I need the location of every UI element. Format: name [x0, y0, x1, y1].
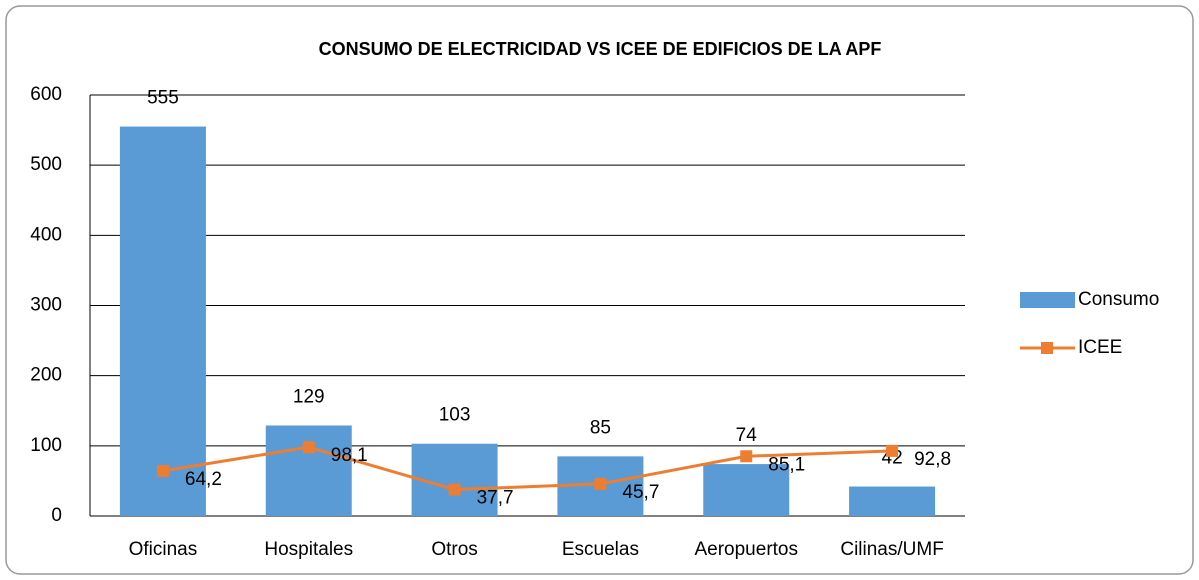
y-tick-label: 600 — [30, 84, 62, 105]
line-marker — [448, 483, 461, 496]
data-label: 74 — [736, 425, 758, 446]
line-marker — [302, 441, 315, 454]
y-tick-label: 100 — [30, 435, 62, 456]
bar — [119, 126, 206, 516]
data-label: 85,1 — [768, 454, 805, 475]
chart-title: CONSUMO DE ELECTRICIDAD VS ICEE DE EDIFI… — [319, 39, 882, 59]
data-label: 37,7 — [477, 488, 514, 509]
data-label: 64,2 — [185, 469, 222, 490]
x-tick-label: Otros — [431, 539, 477, 560]
line-marker — [740, 450, 753, 463]
y-tick-label: 0 — [51, 505, 62, 526]
y-tick-label: 400 — [30, 224, 62, 245]
bar — [265, 425, 352, 516]
line-marker — [886, 444, 899, 457]
bar — [849, 486, 936, 516]
y-tick-label: 500 — [30, 154, 62, 175]
legend-swatch — [1020, 292, 1075, 308]
data-label: 103 — [439, 405, 471, 426]
x-tick-label: Cilinas/UMF — [840, 539, 943, 560]
data-label: 98,1 — [331, 445, 368, 466]
data-label: 45,7 — [622, 482, 659, 503]
bar — [703, 464, 790, 516]
x-tick-label: Escuelas — [562, 539, 639, 560]
y-tick-label: 300 — [30, 295, 62, 316]
data-label: 85 — [590, 417, 611, 438]
line — [162, 445, 893, 492]
data-label: 92,8 — [914, 449, 951, 470]
legend-label: Consumo — [1078, 289, 1159, 310]
data-label: 555 — [147, 88, 179, 109]
y-tick-label: 200 — [30, 365, 62, 386]
line-marker — [156, 464, 169, 477]
x-tick-label: Oficinas — [129, 539, 198, 560]
x-tick-label: Hospitales — [264, 539, 353, 560]
x-tick-label: Aeropuertos — [694, 539, 798, 560]
legend-swatch — [1041, 342, 1053, 354]
line-marker — [594, 477, 607, 490]
legend-label: ICEE — [1078, 337, 1122, 358]
data-label: 129 — [293, 387, 325, 408]
